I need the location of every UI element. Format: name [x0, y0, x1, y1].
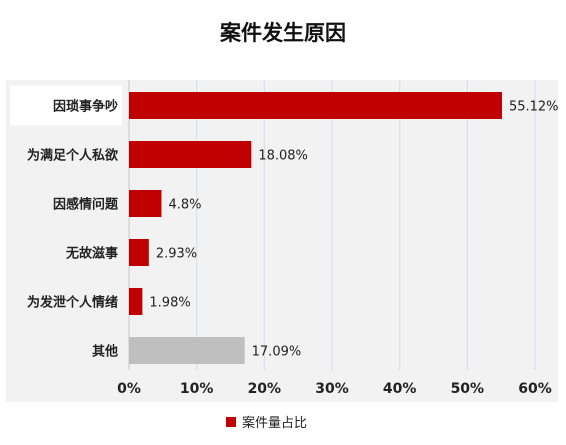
gridlines: [128, 80, 536, 370]
x-tick-label: 20%: [248, 381, 282, 397]
category-label: 为发泄个人情绪: [27, 295, 118, 311]
category-label: 为满足个人私欲: [27, 148, 118, 164]
x-tick-label: 30%: [315, 381, 349, 397]
plot-area-background: [6, 80, 558, 402]
category-label: 其他: [92, 344, 118, 360]
x-tick-label: 0%: [117, 381, 141, 397]
x-tick-labels: 0% 10% 20% 30% 40% 50% 60%: [117, 381, 552, 397]
legend: 案件量占比: [226, 416, 307, 431]
x-tick-label: 10%: [180, 381, 214, 397]
legend-label: 案件量占比: [242, 416, 307, 431]
category-label: 因琐事争吵: [53, 99, 118, 115]
bar: [129, 239, 149, 266]
x-tick-label: 40%: [383, 381, 417, 397]
x-tick-label: 50%: [451, 381, 485, 397]
bars: 55.12% 18.08% 4.8% 2.93% 1.98% 17.09%: [129, 92, 559, 364]
category-label: 因感情问题: [53, 197, 119, 213]
data-label: 55.12%: [509, 100, 559, 115]
data-label: 4.8%: [168, 198, 201, 213]
chart-title: 案件发生原因: [219, 21, 346, 45]
category-label: 无故滋事: [65, 246, 118, 262]
data-label: 2.93%: [156, 247, 197, 262]
x-tick-label: 60%: [518, 381, 552, 397]
data-label: 18.08%: [258, 149, 308, 164]
bar: [129, 337, 245, 364]
bar: [129, 92, 502, 119]
bar: [129, 190, 162, 217]
data-label: 17.09%: [252, 345, 302, 360]
category-highlight: [10, 85, 122, 126]
legend-swatch: [226, 417, 236, 427]
category-highlight-box: [10, 85, 122, 126]
bar: [129, 288, 143, 315]
bar: [129, 141, 252, 168]
data-label: 1.98%: [149, 296, 190, 311]
